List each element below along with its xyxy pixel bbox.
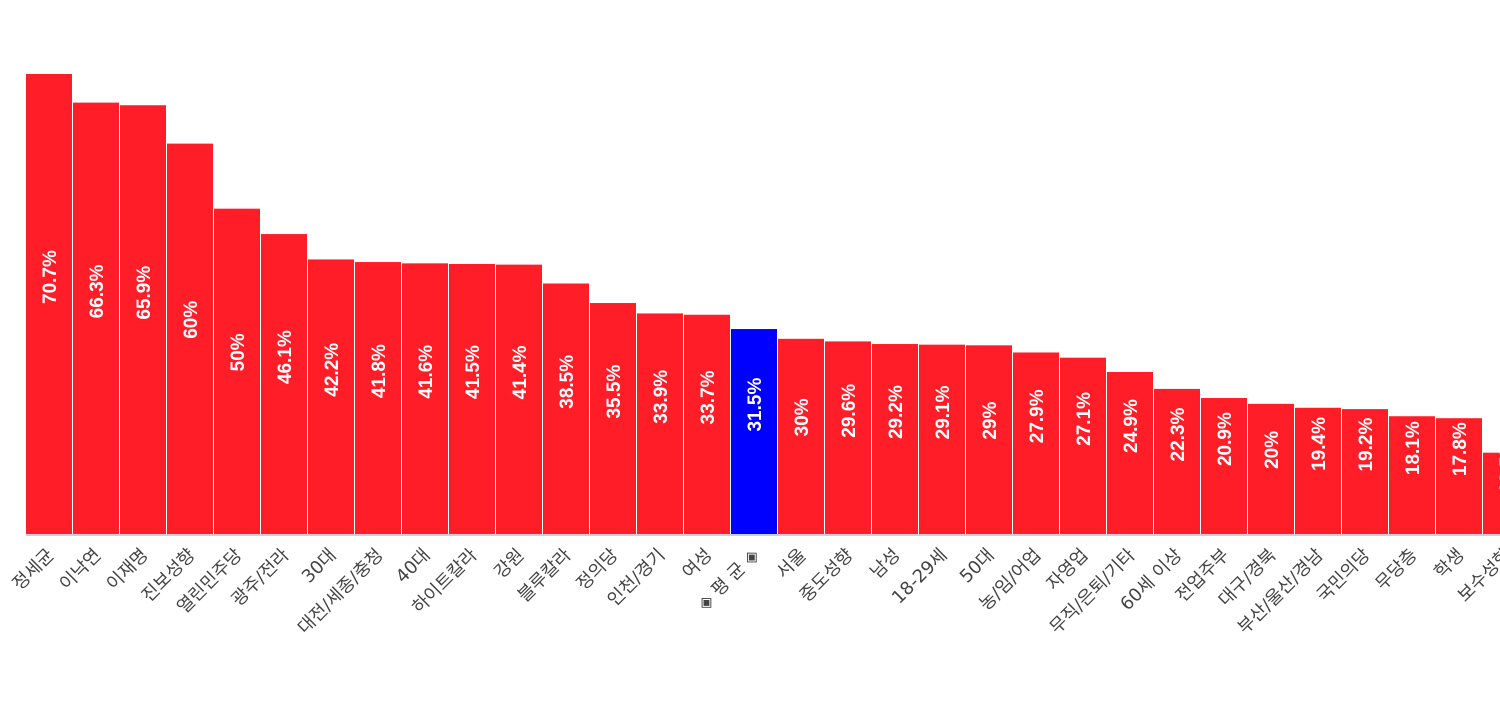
bar <box>120 105 166 534</box>
category-label: 여성 <box>678 545 716 583</box>
category-label: 정세균 <box>9 545 59 595</box>
bar <box>167 143 213 534</box>
bar <box>308 259 354 534</box>
value-label: 41.8% <box>369 344 390 398</box>
value-label: 33.7% <box>698 370 719 424</box>
bar <box>1248 403 1294 534</box>
category-label: 30대 <box>298 545 341 588</box>
bar <box>449 263 495 534</box>
value-label: 19.2% <box>1356 418 1377 472</box>
bar <box>1295 407 1341 534</box>
bar <box>1107 371 1153 534</box>
bar <box>684 314 730 534</box>
category-label: 이낙연 <box>56 545 106 595</box>
value-label: 31.5% <box>745 378 766 432</box>
bar <box>1154 388 1200 534</box>
value-label: 29% <box>980 402 1001 440</box>
bar <box>1060 357 1106 534</box>
category-label: 서울 <box>772 545 810 583</box>
value-label: 12.5% <box>1497 439 1500 493</box>
category-label: 국민의당 <box>1313 545 1375 607</box>
value-label: 42.2% <box>322 343 343 397</box>
category-label: 남성 <box>866 545 904 583</box>
bar <box>872 344 918 534</box>
value-label: 27.1% <box>1074 392 1095 446</box>
bar-average <box>731 329 777 534</box>
bar <box>825 341 871 534</box>
value-label: 50% <box>228 333 249 371</box>
value-label: 27.9% <box>1027 389 1048 443</box>
value-label: 65.9% <box>134 266 155 320</box>
value-label: 17.8% <box>1450 422 1471 476</box>
value-label: 20.9% <box>1215 412 1236 466</box>
value-label: 41.4% <box>510 345 531 399</box>
value-label: 20% <box>1262 431 1283 469</box>
value-label: 46.1% <box>275 330 296 384</box>
value-label: 70.7% <box>40 250 61 304</box>
bar <box>1201 398 1247 534</box>
bar <box>73 102 119 535</box>
bar <box>590 303 636 534</box>
bar <box>1342 409 1388 534</box>
bar <box>26 74 72 534</box>
bar <box>778 338 824 534</box>
category-label: 중도성향 <box>796 545 858 607</box>
category-label: 강원 <box>490 545 528 583</box>
value-label: 29.6% <box>839 384 860 438</box>
value-label: 41.5% <box>463 345 484 399</box>
bar <box>214 208 260 534</box>
bar <box>543 283 589 534</box>
category-label: 40대 <box>392 545 435 588</box>
value-label: 41.6% <box>416 345 437 399</box>
value-label: 60% <box>181 301 202 339</box>
value-label: 38.5% <box>557 355 578 409</box>
bar <box>919 344 965 534</box>
value-label: 29.2% <box>886 385 907 439</box>
bar <box>1483 452 1500 534</box>
value-label: 18.1% <box>1403 421 1424 475</box>
value-label: 19.4% <box>1309 417 1330 471</box>
bar <box>966 345 1012 534</box>
bar <box>261 234 307 534</box>
bar <box>1436 418 1482 534</box>
bar <box>1013 352 1059 534</box>
bar <box>355 262 401 534</box>
bar <box>496 264 542 534</box>
value-label: 66.3% <box>87 264 108 318</box>
value-label: 33.9% <box>651 370 672 424</box>
category-label: 학생 <box>1430 545 1468 583</box>
bar <box>1389 416 1435 534</box>
category-label: 50대 <box>956 545 999 588</box>
value-label: 29.1% <box>933 385 954 439</box>
category-label: 블루칼라 <box>514 544 576 606</box>
value-label: 24.9% <box>1121 399 1142 453</box>
bar <box>402 263 448 534</box>
category-label: 대전/세종/충청 <box>294 545 388 639</box>
category-label: 무당층 <box>1372 545 1422 595</box>
value-label: 30% <box>792 398 813 436</box>
bar <box>637 313 683 534</box>
value-label: 35.5% <box>604 365 625 419</box>
value-label: 22.3% <box>1168 407 1189 461</box>
